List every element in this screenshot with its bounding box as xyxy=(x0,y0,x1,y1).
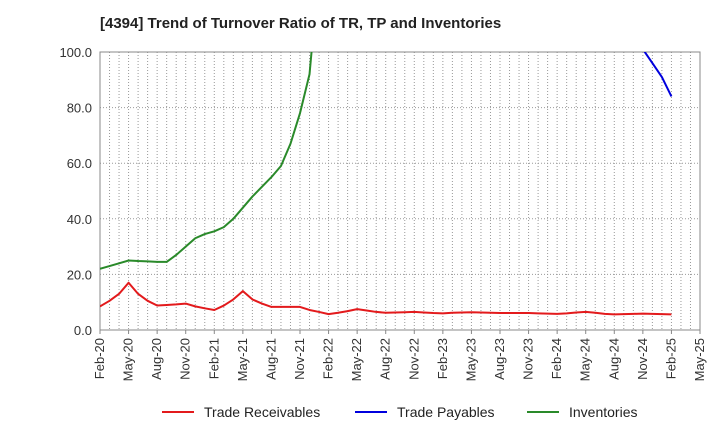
series-line-inventories xyxy=(100,52,313,270)
y-tick-label: 80.0 xyxy=(67,101,92,116)
chart-title: [4394] Trend of Turnover Ratio of TR, TP… xyxy=(100,15,502,32)
x-tick-label: Aug-20 xyxy=(149,338,164,380)
x-tick-label: May-25 xyxy=(692,338,707,381)
legend-label-inventories: Inventories xyxy=(569,404,638,420)
x-tick-label: Aug-23 xyxy=(492,338,507,380)
legend-item-trade-payables: Trade Payables xyxy=(355,404,495,420)
x-tick-label: Feb-25 xyxy=(663,338,678,379)
y-tick-label: 60.0 xyxy=(67,156,92,171)
legend-label-trade-receivables: Trade Receivables xyxy=(204,404,321,420)
x-tick-label: May-22 xyxy=(349,338,364,381)
y-tick-label: 20.0 xyxy=(67,267,92,282)
plot-frame xyxy=(99,51,701,331)
legend-swatch-inventories xyxy=(527,411,559,413)
x-tick-label: Feb-23 xyxy=(435,338,450,379)
legend-swatch-trade-payables xyxy=(355,411,387,413)
x-tick-label: Feb-21 xyxy=(206,338,221,379)
y-tick-label: 100.0 xyxy=(59,45,92,60)
tick-layer: 0.0 20.0 40.0 60.0 80.0 100.0 Feb-20 May-20 Aug-… xyxy=(59,45,707,381)
y-tick-label: 0.0 xyxy=(74,323,92,338)
series-line-trade-receivables xyxy=(100,281,672,316)
x-tick-label: May-21 xyxy=(235,338,250,381)
legend-item-inventories: Inventories xyxy=(527,404,637,420)
x-tick-label: May-20 xyxy=(121,338,136,381)
series-layer xyxy=(100,52,673,316)
x-tick-label: Nov-23 xyxy=(521,338,536,380)
x-tick-label: Aug-22 xyxy=(378,338,393,380)
x-tick-label: Feb-22 xyxy=(321,338,336,379)
grid-layer xyxy=(100,52,700,330)
legend-item-trade-receivables: Trade Receivables xyxy=(162,404,320,420)
x-tick-label: Aug-24 xyxy=(606,338,621,380)
x-tick-label: May-24 xyxy=(578,338,593,381)
legend-label-trade-payables: Trade Payables xyxy=(397,404,495,420)
x-tick-label: May-23 xyxy=(463,338,478,381)
x-tick-label: Aug-21 xyxy=(263,338,278,380)
x-tick-label: Nov-24 xyxy=(635,338,650,380)
x-tick-label: Feb-24 xyxy=(549,338,564,379)
legend-swatch-trade-receivables xyxy=(162,411,194,413)
x-tick-label: Nov-22 xyxy=(406,338,421,380)
x-tick-label: Feb-20 xyxy=(92,338,107,379)
x-tick-label: Nov-21 xyxy=(292,338,307,380)
x-tick-label: Nov-20 xyxy=(178,338,193,380)
legend: Trade Receivables Trade Payables Invento… xyxy=(0,404,720,426)
y-tick-label: 40.0 xyxy=(67,212,92,227)
series-line-trade-payables xyxy=(643,52,673,97)
